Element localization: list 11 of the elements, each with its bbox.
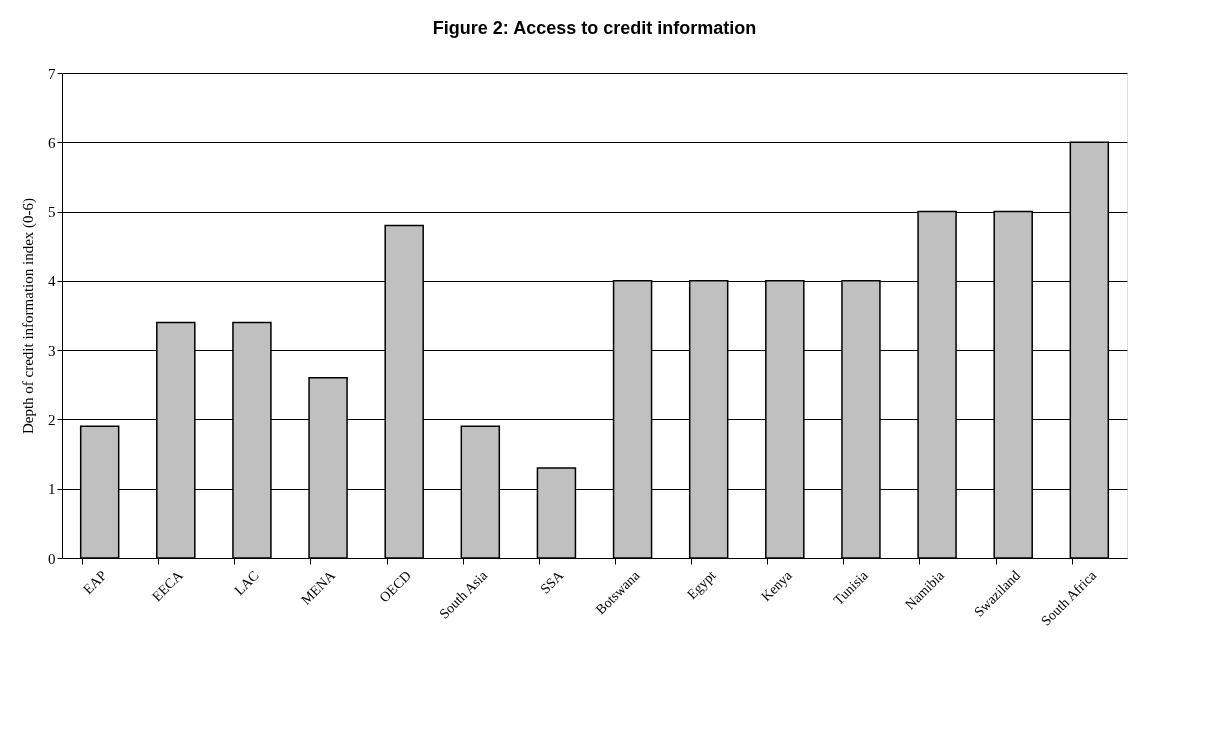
y-tick-label: 0 bbox=[48, 550, 56, 567]
x-tick-label: SSA bbox=[537, 567, 567, 597]
y-tick-label: 6 bbox=[48, 134, 56, 151]
y-tick-label: 4 bbox=[48, 273, 56, 290]
y-tick-label: 5 bbox=[48, 204, 56, 221]
y-tick-label: 1 bbox=[48, 481, 56, 498]
chart-title: Figure 2: Access to credit information bbox=[432, 18, 757, 38]
y-tick-label: 3 bbox=[48, 342, 56, 359]
y-tick-label: 7 bbox=[48, 65, 56, 82]
y-tick-label: 2 bbox=[48, 411, 56, 428]
y-axis-title: Depth of credit information index (0-6) bbox=[20, 197, 37, 435]
